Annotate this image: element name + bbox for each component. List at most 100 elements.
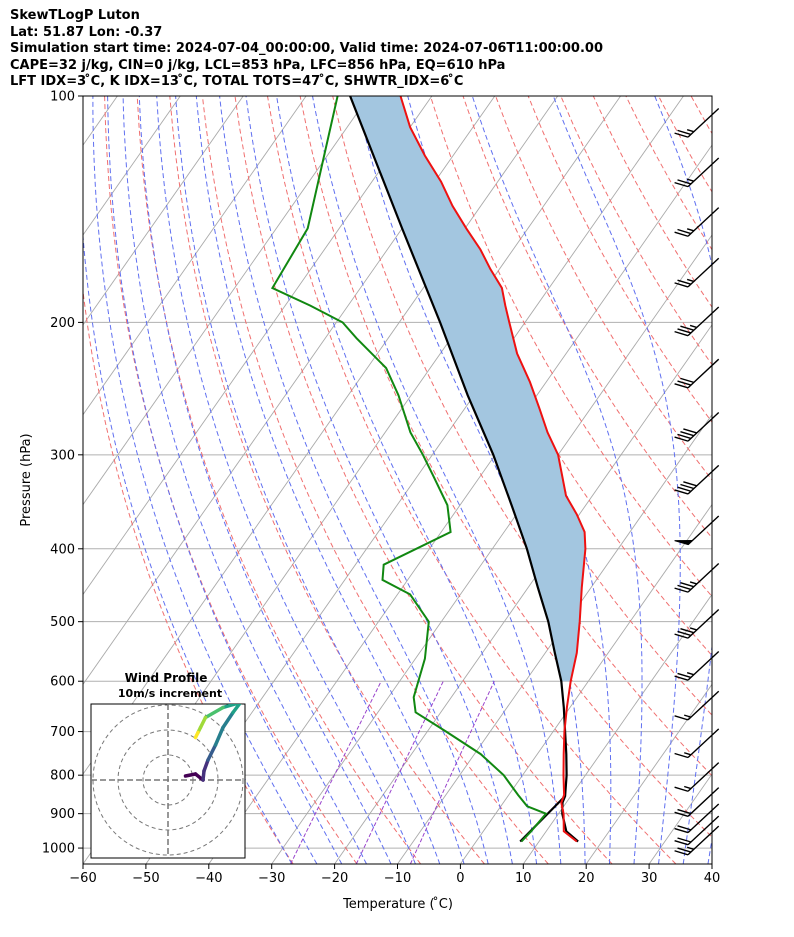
- isotherm: [83, 96, 181, 236]
- wind-barb: [674, 358, 720, 389]
- barb-full: [674, 383, 689, 389]
- barb-full: [677, 630, 692, 637]
- barb-half: [684, 752, 692, 756]
- wind-barb: [674, 787, 720, 817]
- barb-full: [674, 587, 689, 593]
- mixing-ratio-line: [355, 680, 444, 864]
- moist-adiabat: [83, 229, 293, 864]
- barb-full: [677, 486, 692, 492]
- wind-barb: [674, 728, 720, 759]
- barb-staff: [687, 358, 720, 389]
- isotherm: [83, 96, 244, 326]
- wind-barb: [674, 411, 720, 442]
- barb-flag: [674, 540, 694, 546]
- barb-full: [674, 715, 689, 721]
- inset-subtitle: 10m/s increment: [118, 687, 222, 700]
- moist-adiabat: [219, 96, 489, 864]
- barb-full: [677, 847, 692, 853]
- hodograph-segment: [213, 725, 225, 747]
- moist-adiabat: [138, 96, 392, 864]
- moist-adiabat: [175, 96, 441, 864]
- barb-full: [677, 228, 692, 235]
- barb-full: [674, 675, 689, 681]
- dry-adiabat: [429, 96, 712, 598]
- x-tick-label: −20: [321, 871, 348, 886]
- moist-adiabat: [245, 96, 513, 864]
- barb-half: [684, 714, 692, 718]
- barb-half: [689, 581, 697, 585]
- y-axis-label: Pressure (hPa): [19, 433, 34, 526]
- barb-half: [686, 178, 695, 182]
- barb-half: [689, 627, 697, 631]
- barb-staff: [687, 825, 720, 856]
- barb-full: [674, 282, 689, 288]
- barb-full: [674, 436, 689, 442]
- y-tick-label: 600: [50, 675, 75, 690]
- x-tick-label: −40: [195, 871, 222, 886]
- hodograph-inset: Wind Profile 10m/s increment: [90, 671, 246, 859]
- barb-full: [674, 786, 689, 792]
- y-tick-label: 700: [50, 725, 75, 740]
- barb-staff: [687, 306, 720, 337]
- isotherm: [334, 324, 712, 864]
- barb-full: [677, 672, 692, 679]
- moist-adiabat: [471, 96, 643, 864]
- barb-full: [674, 489, 689, 495]
- isotherm: [83, 96, 370, 506]
- barb-full: [674, 840, 689, 846]
- isotherm: [711, 863, 712, 864]
- x-tick-label: 10: [515, 871, 532, 886]
- barb-staff: [687, 411, 720, 442]
- dry-adiabat: [136, 96, 422, 864]
- wind-barb: [674, 562, 720, 593]
- mixing-ratio-line: [409, 680, 495, 864]
- barb-staff: [687, 257, 720, 288]
- hodograph-segment: [221, 710, 235, 730]
- inset-title: Wind Profile: [125, 671, 208, 685]
- moist-adiabat: [156, 96, 416, 864]
- y-tick-label: 300: [50, 448, 75, 463]
- title-times: Simulation start time: 2024-07-04_00:00:…: [10, 41, 603, 56]
- moist-adiabat: [195, 96, 465, 864]
- wind-barb: [674, 464, 720, 495]
- barb-full: [674, 132, 689, 138]
- moist-adiabat: [92, 96, 318, 864]
- x-tick-label: 40: [704, 871, 721, 886]
- dry-adiabat: [234, 96, 613, 864]
- isotherm: [585, 683, 712, 864]
- barb-full: [677, 328, 692, 334]
- dry-adiabat: [625, 96, 712, 251]
- x-tick-label: 0: [456, 871, 464, 886]
- barb-full: [677, 279, 692, 285]
- dry-adiabat: [201, 96, 549, 864]
- x-axis-label: Temperature ( ̊C): [342, 896, 453, 912]
- wind-barb: [674, 257, 720, 288]
- barb-full: [677, 179, 692, 185]
- isotherm: [522, 593, 712, 864]
- wind-barb: [674, 306, 720, 337]
- dry-adiabat: [592, 96, 712, 308]
- barb-full: [674, 181, 689, 188]
- barb-full: [674, 231, 689, 237]
- barb-half: [686, 278, 695, 283]
- dry-adiabat: [397, 96, 712, 657]
- dry-adiabat: [658, 96, 712, 193]
- barb-full: [680, 325, 695, 331]
- y-tick-label: 400: [50, 542, 75, 557]
- barb-full: [677, 808, 692, 815]
- isotherm: [460, 503, 712, 864]
- dry-adiabat: [462, 96, 712, 539]
- hodograph-segment: [193, 730, 200, 740]
- moist-adiabat: [407, 96, 612, 864]
- mixing-ratio-line: [290, 680, 382, 864]
- y-tick-label: 200: [50, 316, 75, 331]
- barb-full: [680, 377, 695, 384]
- barb-half: [686, 228, 695, 232]
- isotherm: [83, 96, 307, 416]
- barb-half: [686, 128, 695, 133]
- barb-full: [683, 428, 697, 434]
- barb-staff: [687, 157, 720, 188]
- barb-full: [674, 330, 689, 337]
- isotherm: [397, 413, 712, 864]
